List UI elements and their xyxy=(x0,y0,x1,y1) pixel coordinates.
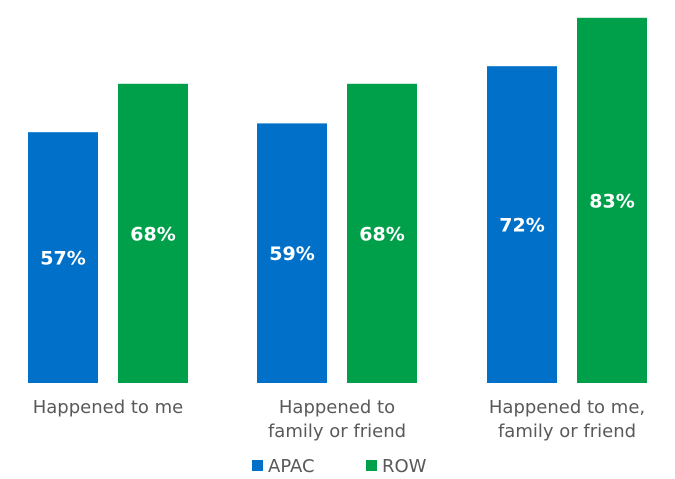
legend-label-apac: APAC xyxy=(268,456,315,477)
data-label-row-1: 68% xyxy=(359,223,404,245)
bar-apac-1 xyxy=(257,123,327,384)
category-label-line: Happened to xyxy=(279,397,395,418)
category-label-1: Happened to family or friend xyxy=(268,397,406,442)
data-labels-group: 57% 68% 59% 68% 72% 83% xyxy=(40,190,634,269)
data-label-apac-0: 57% xyxy=(40,248,85,270)
legend-label-row: ROW xyxy=(382,456,427,477)
bar-row-1 xyxy=(347,83,417,384)
legend: APAC ROW xyxy=(252,456,427,477)
category-labels-group: Happened to me Happened to family or frien… xyxy=(33,397,645,442)
category-label-line: family or friend xyxy=(498,421,636,442)
category-label-2: Happened to me, family or friend xyxy=(489,397,645,442)
bar-row-0 xyxy=(118,83,188,384)
bar-row-2 xyxy=(577,17,647,384)
data-label-row-0: 68% xyxy=(130,223,175,245)
legend-swatch-apac xyxy=(252,460,263,471)
data-label-row-2: 83% xyxy=(589,190,634,212)
bar-apac-2 xyxy=(487,66,557,383)
category-label-line: Happened to me, xyxy=(489,397,645,418)
category-label-line: Happened to me xyxy=(33,397,184,418)
bars-group xyxy=(28,17,647,384)
data-label-apac-1: 59% xyxy=(269,243,314,265)
bar-apac-0 xyxy=(28,132,98,383)
legend-swatch-row xyxy=(366,460,377,471)
data-label-apac-2: 72% xyxy=(499,215,544,237)
category-label-0: Happened to me xyxy=(33,397,184,418)
category-label-line: family or friend xyxy=(268,421,406,442)
